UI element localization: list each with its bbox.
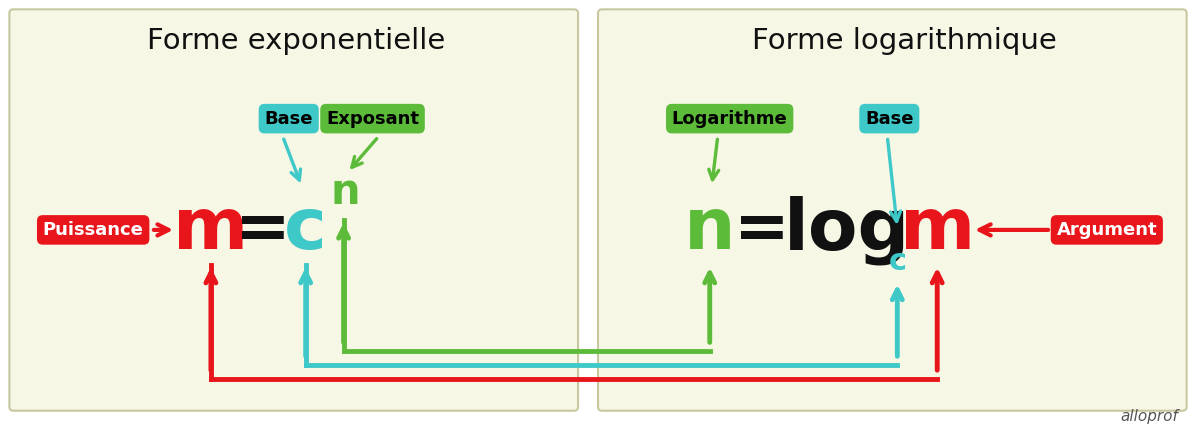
Text: m: m bbox=[173, 195, 248, 264]
Text: n: n bbox=[331, 171, 360, 213]
Text: Forme exponentielle: Forme exponentielle bbox=[146, 27, 445, 55]
FancyBboxPatch shape bbox=[10, 9, 578, 411]
Text: Exposant: Exposant bbox=[326, 110, 419, 128]
Text: Logarithme: Logarithme bbox=[672, 110, 787, 128]
Text: Argument: Argument bbox=[1056, 221, 1157, 239]
Text: =: = bbox=[235, 197, 290, 263]
Text: log: log bbox=[785, 195, 911, 264]
Text: c: c bbox=[888, 247, 906, 276]
Text: Puissance: Puissance bbox=[43, 221, 144, 239]
Text: c: c bbox=[284, 195, 328, 264]
Text: n: n bbox=[684, 195, 736, 264]
FancyBboxPatch shape bbox=[598, 9, 1187, 411]
Text: Base: Base bbox=[264, 110, 313, 128]
Text: Forme logarithmique: Forme logarithmique bbox=[752, 27, 1057, 55]
Text: =: = bbox=[733, 197, 790, 263]
Text: Base: Base bbox=[865, 110, 913, 128]
Text: alloprof: alloprof bbox=[1121, 409, 1178, 424]
Text: m: m bbox=[900, 195, 974, 264]
